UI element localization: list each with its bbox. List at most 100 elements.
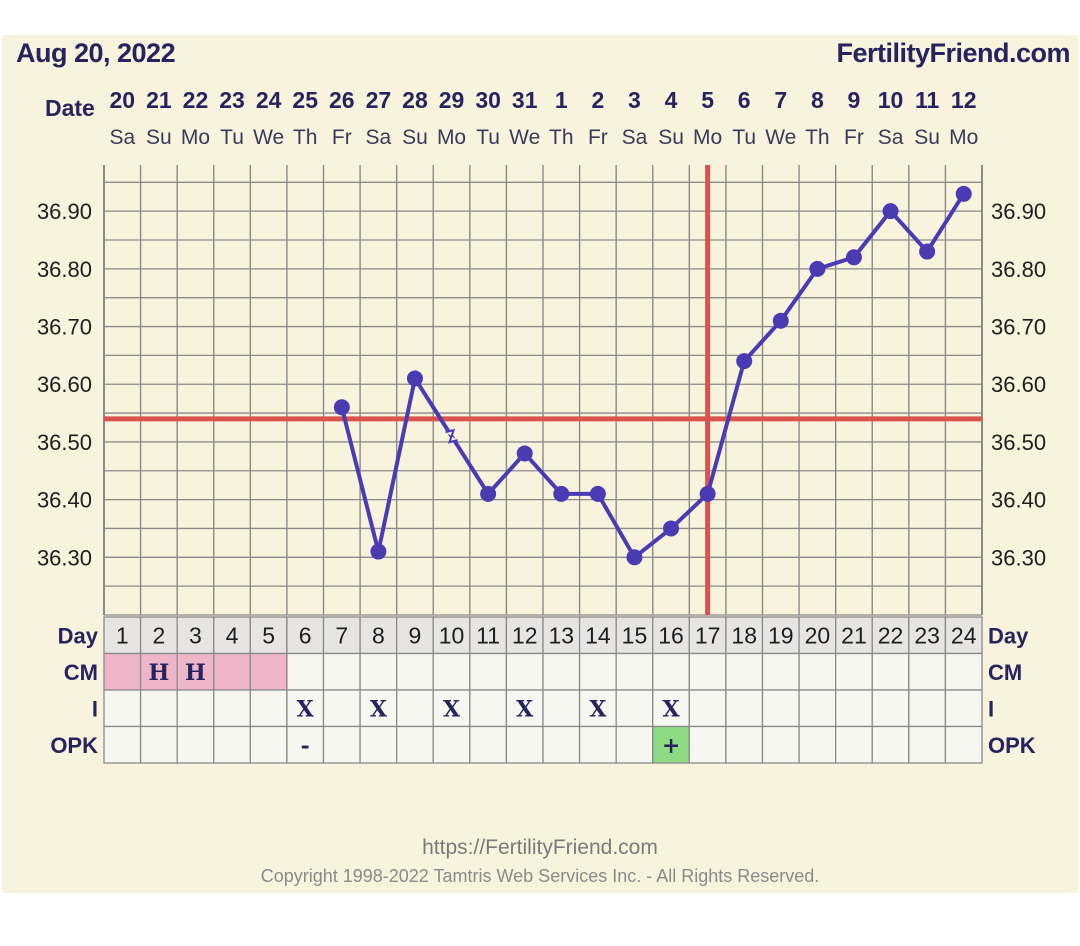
footer-url[interactable]: https://FertilityFriend.com [422, 836, 658, 859]
weekday-label: Mo [181, 126, 210, 149]
table-cell [908, 725, 947, 764]
weekday-label: Su [658, 126, 684, 149]
row-label-right: I [988, 696, 994, 721]
y-tick-right: 36.90 [991, 199, 1046, 224]
temp-point [955, 185, 972, 202]
table-cell [176, 616, 215, 655]
weekday-label: We [509, 126, 540, 149]
weekday-label: Tu [220, 126, 244, 149]
temp-point [699, 485, 716, 502]
temp-line-segment [778, 266, 820, 323]
cycle-day-label: 9 [409, 622, 422, 648]
table-cell [835, 652, 873, 691]
temp-point [809, 260, 826, 277]
table-cell [213, 725, 251, 764]
cycle-day-label: 12 [512, 622, 538, 648]
date-label: 27 [366, 87, 392, 113]
date-label: 4 [665, 87, 678, 113]
cycle-day-label: 14 [585, 622, 611, 648]
table-cell [505, 652, 544, 691]
y-tick-right: 36.80 [991, 257, 1046, 282]
table-cell [432, 725, 471, 764]
table-cell [761, 725, 800, 764]
table-cell [103, 725, 142, 764]
weekday-label: Th [805, 126, 830, 149]
row-label-left: Day [58, 623, 99, 648]
table-cell [944, 689, 983, 728]
temp-point [553, 485, 570, 502]
table-cell [835, 689, 873, 728]
row-label-left: OPK [50, 733, 98, 758]
table-cell [578, 725, 617, 764]
date-label: 28 [402, 87, 428, 113]
table-cell [139, 689, 178, 728]
cycle-day-label: 5 [262, 622, 275, 648]
table-cell [652, 652, 690, 691]
temp-point [370, 543, 387, 560]
weekday-label: We [765, 126, 796, 149]
cycle-day-label: 16 [658, 622, 684, 648]
footer-copyright: Copyright 1998-2022 Tamtris Web Services… [260, 866, 820, 886]
date-label: 11 [915, 87, 940, 113]
date-label: 12 [951, 87, 977, 113]
weekday-label: Mo [437, 126, 466, 149]
table-cell [908, 652, 947, 691]
table-cell [835, 725, 873, 764]
y-tick-right: 36.40 [991, 488, 1046, 513]
cycle-day-label: 11 [476, 622, 500, 648]
y-tick-left: 36.30 [37, 545, 92, 570]
y-tick-left: 36.50 [37, 430, 92, 455]
table-cell [249, 725, 288, 764]
cycle-day-label: 3 [189, 622, 202, 648]
temp-point [772, 312, 789, 329]
chart-date: Aug 20, 2022 [16, 38, 176, 68]
weekday-label: Su [914, 126, 940, 149]
table-cell [213, 689, 251, 728]
date-label: 6 [738, 87, 751, 113]
table-cell [469, 689, 508, 728]
table-cell-mark: X [516, 696, 534, 722]
table-cell [944, 652, 983, 691]
weekday-label: Fr [588, 126, 608, 149]
temp-line-segment [669, 491, 710, 531]
temp-line-segment [851, 209, 893, 260]
table-cell-mark: + [662, 733, 680, 759]
cycle-day-label: 6 [299, 622, 312, 648]
y-tick-right: 36.30 [991, 545, 1046, 570]
temp-line-segment [705, 359, 747, 496]
date-label: 26 [329, 87, 355, 113]
table-cell [542, 652, 581, 691]
table-cell [432, 616, 471, 655]
table-cell [213, 652, 251, 691]
temp-line-segment [522, 451, 564, 496]
weekday-label: Fr [844, 126, 864, 149]
date-label: 9 [848, 87, 861, 113]
cycle-day-label: 1 [116, 622, 129, 648]
row-label-right: OPK [988, 733, 1036, 758]
y-tick-left: 36.90 [37, 199, 92, 224]
row-label-right: CM [988, 660, 1022, 685]
date-label: 24 [256, 87, 282, 113]
temp-point [480, 485, 497, 502]
date-label: 2 [591, 87, 604, 113]
date-label: 25 [292, 87, 318, 113]
temp-point [626, 549, 643, 566]
table-cell-mark: - [301, 733, 310, 759]
table-cell [542, 689, 581, 728]
date-axis-label: Date [45, 95, 95, 121]
table-cell [652, 725, 690, 764]
table-cell [871, 725, 910, 764]
weekday-label: Th [549, 126, 574, 149]
table-cell [213, 616, 251, 655]
table-cell [103, 689, 142, 728]
date-label: 20 [109, 87, 135, 113]
table-cell [761, 652, 800, 691]
temp-line-break [445, 428, 458, 444]
table-cell [103, 616, 142, 655]
table-cell [359, 616, 398, 655]
table-cell [432, 689, 471, 728]
temp-point [736, 353, 753, 370]
cycle-day-label: 8 [372, 622, 385, 648]
temp-line-segment [925, 191, 966, 254]
table-cell [139, 725, 178, 764]
